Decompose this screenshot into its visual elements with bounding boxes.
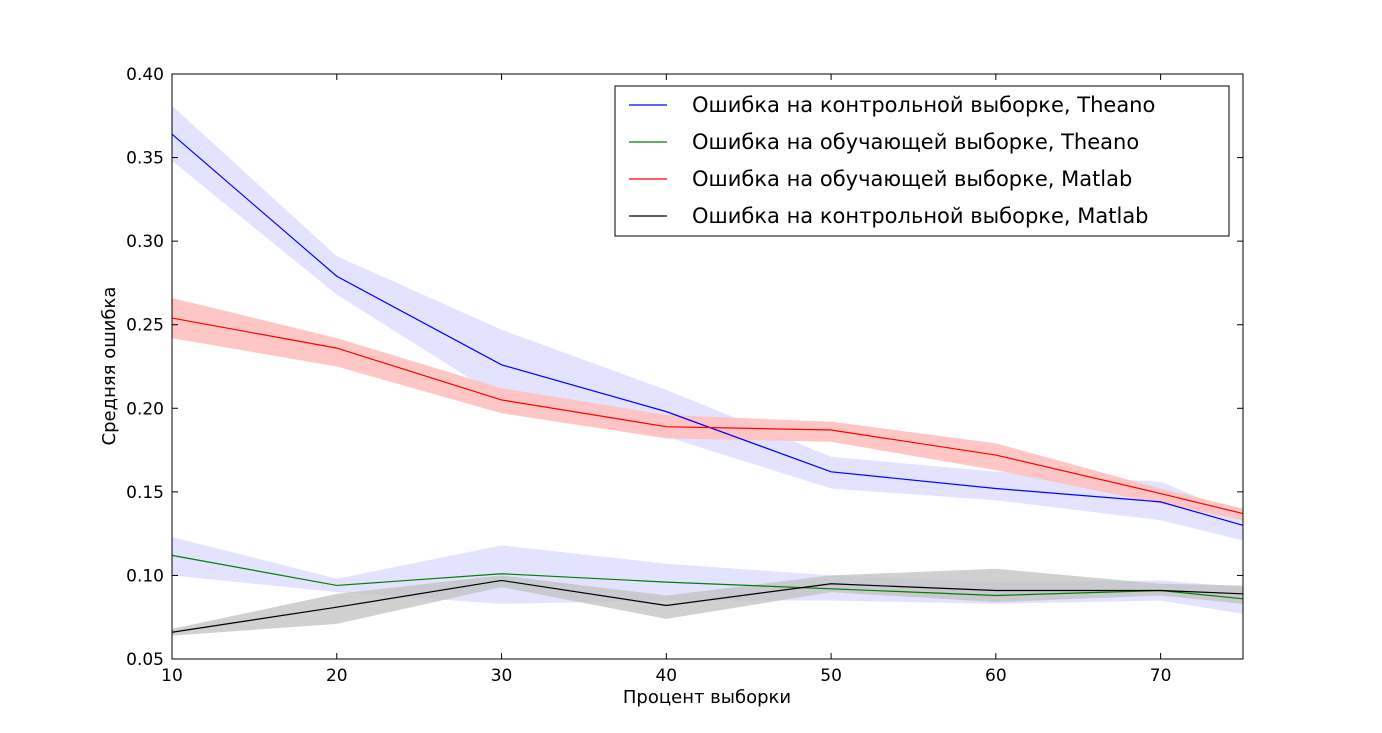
confidence-band-4 — [172, 568, 1243, 636]
y-tick-label: 0.20 — [126, 399, 164, 419]
x-tick-label: 20 — [326, 666, 348, 686]
axis-ticks: 10 20 30 40 50 60 70 0.05 0.10 0.15 0.20 0.25 0.30 0.… — [126, 65, 1243, 686]
series-line-1 — [171, 133, 1244, 526]
plot-area-frame — [171, 73, 1244, 660]
legend: Ошибка на контрольной выборке, Theano Оши… — [614, 85, 1230, 237]
legend-label-1: Ошибка на контрольной выборке, Theano — [692, 93, 1155, 117]
x-tick-label: 10 — [161, 666, 183, 686]
x-tick-label: 70 — [1150, 666, 1172, 686]
y-tick-label: 0.30 — [126, 232, 164, 252]
series-line-4 — [171, 579, 1244, 633]
y-tick-label: 0.10 — [126, 566, 164, 586]
x-tick-label: 30 — [491, 666, 513, 686]
y-tick-label: 0.40 — [126, 65, 164, 85]
y-tick-label: 0.35 — [126, 149, 164, 169]
y-axis-title: Средняя ошибка — [99, 287, 120, 446]
x-tick-label: 40 — [655, 666, 677, 686]
legend-label-2: Ошибка на обучающей выборке, Theano — [692, 130, 1139, 154]
y-tick-label: 0.25 — [126, 316, 164, 336]
legend-label-4: Ошибка на контрольной выборке, Matlab — [692, 204, 1149, 228]
y-tick-label: 0.15 — [126, 483, 164, 503]
x-tick-label: 60 — [985, 666, 1007, 686]
confidence-band-3 — [172, 297, 1243, 521]
x-axis-title: Процент выборки — [623, 687, 791, 708]
series-line-3 — [171, 317, 1244, 515]
series-lines — [171, 133, 1244, 633]
y-tick-label: 0.05 — [126, 650, 164, 670]
legend-frame — [614, 85, 1230, 237]
legend-label-3: Ошибка на обучающей выборке, Matlab — [692, 167, 1132, 191]
x-tick-label: 50 — [820, 666, 842, 686]
series-line-2 — [171, 554, 1244, 600]
